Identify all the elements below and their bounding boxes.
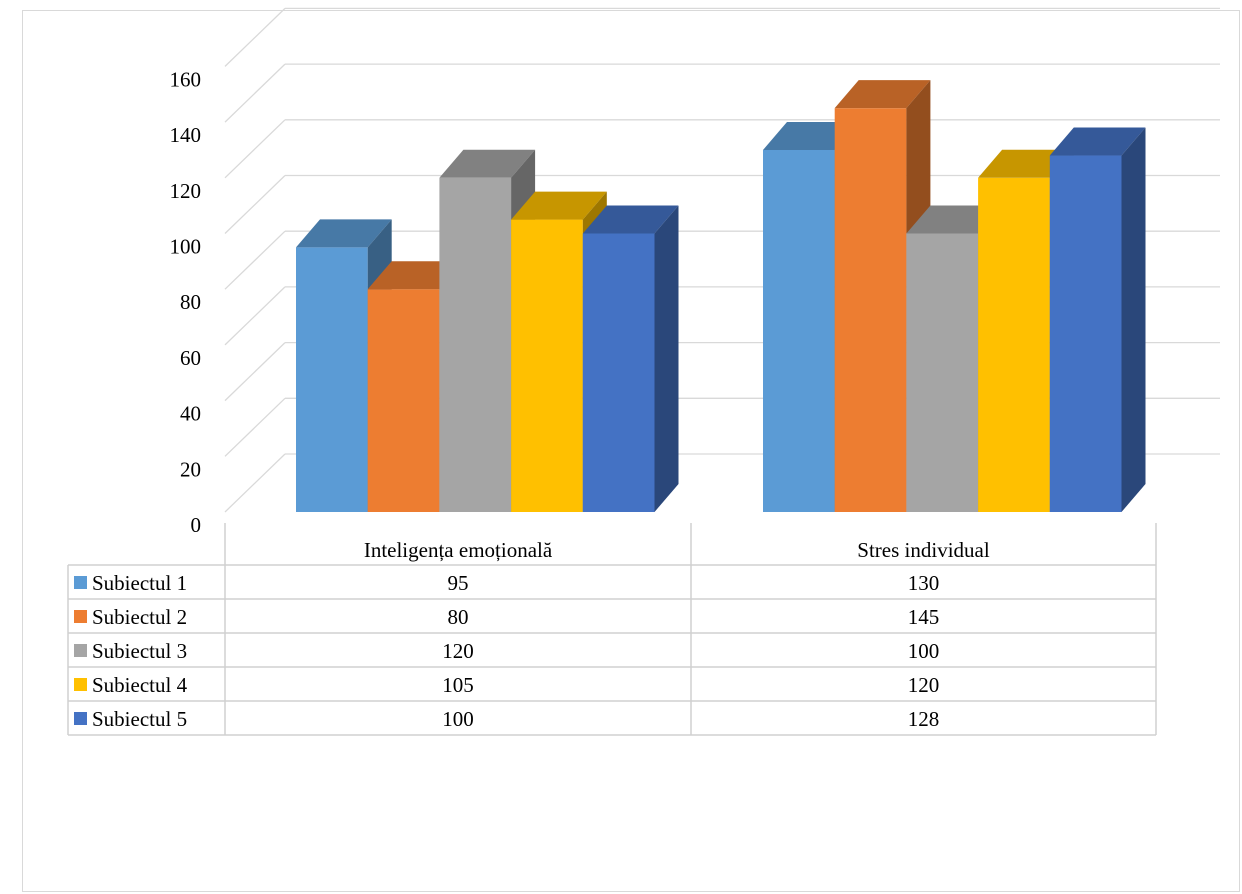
bar-front	[1049, 155, 1122, 512]
gridline-diagonal	[224, 119, 286, 179]
y-tick-label: 160	[170, 67, 202, 91]
legend-swatch	[74, 576, 87, 589]
data-label: 128	[908, 707, 940, 731]
bar-front	[763, 149, 835, 512]
legend-swatch	[74, 610, 87, 623]
y-tick-label: 80	[180, 290, 201, 314]
data-label: 105	[442, 673, 474, 697]
gridline-diagonal	[224, 7, 286, 67]
bar-front	[906, 233, 979, 512]
legend-swatch	[74, 678, 87, 691]
y-tick-label: 140	[170, 123, 202, 147]
legend-swatch	[74, 712, 87, 725]
legend-entry: Subiectul 3	[92, 639, 187, 663]
bar-front	[367, 289, 440, 512]
bar	[582, 205, 679, 512]
bar-top	[439, 149, 536, 178]
data-table: Inteligența emoțională Stres individual Su…	[67, 523, 1157, 736]
gridline-diagonal	[224, 230, 286, 290]
bar-top	[296, 219, 392, 248]
bar-front	[978, 177, 1050, 513]
bar-top	[511, 191, 607, 220]
gridline-diagonal	[224, 453, 286, 513]
bar	[1049, 127, 1146, 513]
bar-front	[439, 177, 512, 513]
bars	[296, 80, 1146, 513]
legend-entry: Subiectul 5	[92, 707, 187, 731]
legend-entry: Subiectul 1	[92, 571, 187, 595]
legend-swatch	[74, 644, 87, 657]
data-label: 95	[448, 571, 469, 595]
y-tick-label: 0	[191, 513, 202, 537]
data-label: 100	[442, 707, 474, 731]
data-label: 80	[448, 605, 469, 629]
data-label: 120	[908, 673, 940, 697]
bar-front	[511, 219, 583, 512]
y-tick-label: 40	[180, 402, 201, 426]
gridline-diagonal	[224, 63, 286, 123]
bar-side	[654, 205, 679, 512]
y-tick-label: 20	[180, 457, 201, 481]
category-label: Inteligența emoțională	[364, 538, 553, 562]
y-axis: 0 20 40 60 80 100 120 140 160	[170, 67, 202, 537]
bar-top	[582, 205, 679, 234]
gridline-diagonal	[224, 342, 286, 402]
gridline-diagonal	[224, 175, 286, 234]
bar-top	[1049, 127, 1146, 156]
bar-top	[834, 80, 931, 109]
bar-front	[834, 108, 907, 513]
y-tick-label: 100	[170, 235, 202, 259]
data-label: 130	[908, 571, 940, 595]
data-label: 120	[442, 639, 474, 663]
y-tick-label: 60	[180, 346, 201, 370]
legend-entry: Subiectul 2	[92, 605, 187, 629]
gridline-diagonal	[224, 286, 286, 346]
bar-front	[582, 233, 655, 512]
gridline-diagonal	[224, 397, 286, 457]
y-tick-label: 120	[170, 179, 202, 203]
category-label: Stres individual	[857, 538, 990, 562]
data-label: 145	[908, 605, 940, 629]
bar-side	[1121, 127, 1146, 513]
data-label: 100	[908, 639, 940, 663]
bar-front	[296, 247, 368, 513]
legend-entry: Subiectul 4	[92, 673, 188, 697]
